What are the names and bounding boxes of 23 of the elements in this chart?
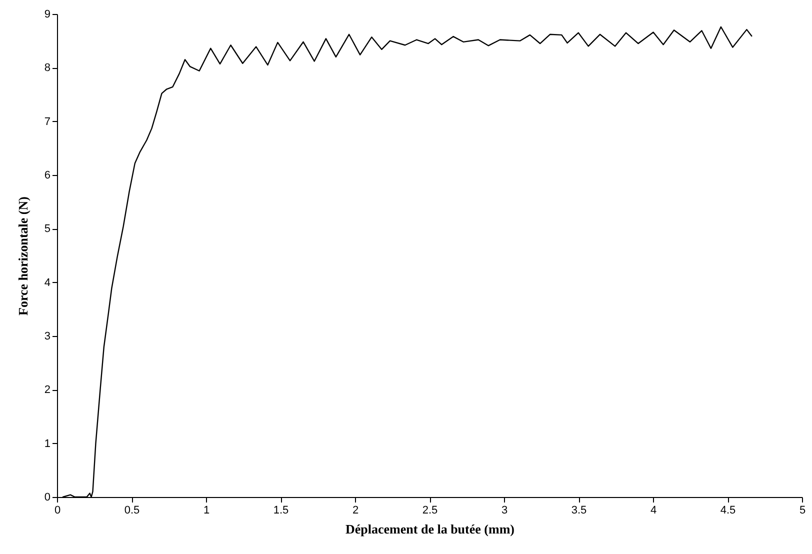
y-tick-label: 9 — [44, 8, 50, 20]
y-tick-label: 4 — [44, 276, 50, 289]
x-tick-label: 3.5 — [571, 504, 587, 516]
y-tick-label: 0 — [44, 492, 50, 504]
x-tick-label: 1 — [203, 504, 210, 516]
x-tick-label: 2.5 — [422, 504, 438, 516]
y-tick-label: 2 — [44, 384, 50, 396]
y-tick-label: 1 — [44, 438, 50, 450]
y-tick-label: 7 — [44, 116, 50, 128]
y-tick-label: 8 — [44, 62, 50, 74]
y-tick-label: 5 — [44, 223, 50, 236]
x-tick-label: 1.5 — [273, 504, 289, 516]
x-tick-label: 2 — [352, 504, 359, 516]
x-axis-title: Déplacement de la butée (mm) — [346, 522, 514, 536]
x-tick-label: 0 — [54, 504, 61, 516]
x-tick-label: 4.5 — [720, 504, 736, 516]
x-tick-label: 4 — [650, 504, 657, 516]
x-tick-label: 0.5 — [124, 504, 140, 516]
y-tick-label: 6 — [44, 170, 50, 182]
x-tick-label: 5 — [799, 504, 806, 516]
y-axis-title: Force horizontale (N) — [15, 196, 30, 316]
x-tick-label: 3 — [501, 504, 508, 516]
y-tick-label: 3 — [44, 330, 50, 342]
